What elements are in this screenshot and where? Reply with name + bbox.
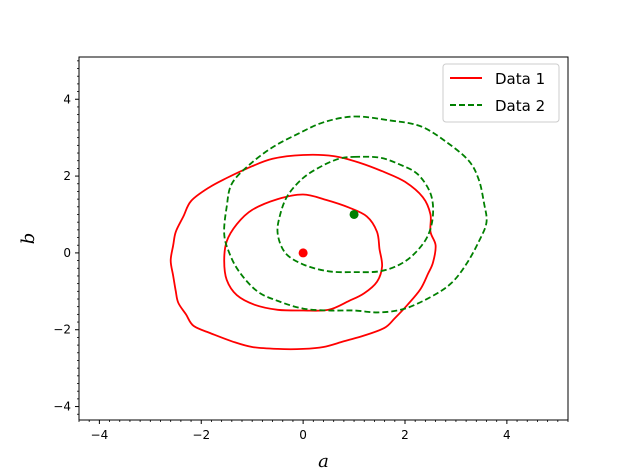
plot-area-frame [78,56,569,421]
contour-data-1-2 [169,153,437,351]
center-points [298,209,359,258]
x-tick-label: 0 [299,428,307,442]
contour-lines [169,115,488,351]
legend-label-data-2: Data 2 [495,97,545,115]
x-tick-label: −4 [91,428,109,442]
y-tick-label: −4 [53,400,71,414]
x-tick-label: 2 [401,428,409,442]
legend: Data 1 Data 2 [442,63,560,123]
y-tick-label: 0 [63,246,71,260]
center-point-data-1 [298,248,308,258]
y-tick-label: 4 [63,92,71,106]
center-point-data-2 [349,209,359,219]
legend-label-data-1: Data 1 [495,70,545,88]
x-tick-label: −2 [192,428,210,442]
x-axis-label: a [318,451,329,472]
y-axis-label: b [18,233,39,245]
y-tick-label: −2 [53,323,71,337]
contour-data-2-1 [276,155,435,274]
y-tick-label: 2 [63,169,71,183]
x-tick-label: 4 [503,428,511,442]
